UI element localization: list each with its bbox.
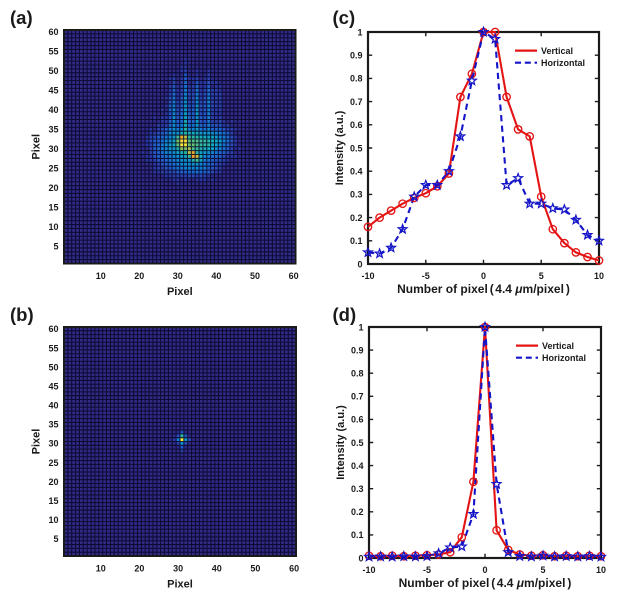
- svg-text:0.1: 0.1: [351, 530, 364, 540]
- svg-text:1: 1: [357, 27, 362, 37]
- svg-text:55: 55: [48, 343, 58, 353]
- svg-text:55: 55: [48, 47, 58, 57]
- svg-text:-5: -5: [423, 565, 431, 575]
- svg-text:35: 35: [48, 125, 58, 135]
- svg-text:0: 0: [357, 259, 362, 269]
- svg-text:Vertical: Vertical: [542, 341, 574, 351]
- svg-text:40: 40: [212, 564, 222, 574]
- svg-text:40: 40: [211, 271, 221, 281]
- svg-text:20: 20: [48, 477, 58, 487]
- svg-text:50: 50: [48, 362, 58, 372]
- svg-text:0.8: 0.8: [350, 74, 363, 84]
- svg-text:5: 5: [539, 271, 544, 281]
- svg-text:20: 20: [48, 183, 58, 193]
- svg-text:10: 10: [96, 271, 106, 281]
- svg-text:Pixel: Pixel: [31, 134, 43, 160]
- svg-text:Pixel: Pixel: [167, 579, 193, 591]
- svg-text:50: 50: [48, 66, 58, 76]
- svg-text:45: 45: [48, 382, 58, 392]
- svg-text:Intensity (a.u.): Intensity (a.u.): [334, 110, 346, 185]
- svg-text:0.2: 0.2: [351, 507, 364, 517]
- svg-text:60: 60: [289, 564, 299, 574]
- svg-text:30: 30: [173, 564, 183, 574]
- svg-text:0.9: 0.9: [350, 51, 363, 61]
- svg-text:10: 10: [594, 271, 604, 281]
- svg-text:Number of pixel(4.4 μm/pixel): Number of pixel(4.4 μm/pixel): [397, 282, 570, 296]
- svg-text:50: 50: [250, 271, 260, 281]
- svg-text:10: 10: [48, 515, 58, 525]
- svg-text:0.6: 0.6: [350, 120, 363, 130]
- svg-text:0.7: 0.7: [351, 392, 364, 402]
- svg-text:0.4: 0.4: [350, 167, 363, 177]
- svg-text:0.7: 0.7: [350, 97, 363, 107]
- svg-text:1: 1: [358, 322, 363, 332]
- svg-text:0.4: 0.4: [351, 461, 364, 471]
- svg-text:40: 40: [48, 105, 58, 115]
- svg-text:50: 50: [250, 564, 260, 574]
- svg-text:10: 10: [48, 222, 58, 232]
- svg-text:0.5: 0.5: [350, 143, 363, 153]
- svg-text:0.3: 0.3: [351, 484, 364, 494]
- svg-text:35: 35: [48, 420, 58, 430]
- svg-text:0.6: 0.6: [351, 415, 364, 425]
- svg-text:0: 0: [481, 271, 486, 281]
- svg-text:0.3: 0.3: [350, 190, 363, 200]
- svg-text:40: 40: [48, 401, 58, 411]
- svg-text:30: 30: [173, 271, 183, 281]
- svg-text:0: 0: [358, 553, 363, 563]
- svg-text:5: 5: [53, 534, 58, 544]
- svg-text:30: 30: [48, 439, 58, 449]
- svg-text:(c): (c): [333, 7, 356, 28]
- svg-text:25: 25: [48, 458, 58, 468]
- svg-text:15: 15: [48, 202, 58, 212]
- svg-text:25: 25: [48, 164, 58, 174]
- svg-text:10: 10: [96, 564, 106, 574]
- svg-text:60: 60: [48, 324, 58, 334]
- svg-text:Pixel: Pixel: [167, 286, 193, 298]
- svg-text:-10: -10: [362, 565, 375, 575]
- svg-text:Intensity (a.u.): Intensity (a.u.): [335, 405, 347, 480]
- svg-text:Horizontal: Horizontal: [541, 58, 585, 68]
- svg-text:10: 10: [596, 565, 606, 575]
- svg-text:45: 45: [48, 86, 58, 96]
- svg-text:5: 5: [53, 241, 58, 251]
- svg-text:0.5: 0.5: [351, 438, 364, 448]
- svg-text:-10: -10: [361, 271, 374, 281]
- svg-text:(d): (d): [333, 304, 357, 325]
- svg-text:60: 60: [48, 27, 58, 37]
- svg-text:0.8: 0.8: [351, 369, 364, 379]
- svg-text:60: 60: [289, 271, 299, 281]
- svg-text:(a): (a): [10, 7, 33, 28]
- svg-text:Vertical: Vertical: [541, 46, 573, 56]
- svg-text:-5: -5: [422, 271, 430, 281]
- svg-text:0: 0: [482, 565, 487, 575]
- svg-text:0.9: 0.9: [351, 345, 364, 355]
- svg-text:5: 5: [540, 565, 545, 575]
- svg-text:Number of pixel(4.4 μm/pixel): Number of pixel(4.4 μm/pixel): [399, 576, 572, 590]
- svg-text:0.2: 0.2: [350, 213, 363, 223]
- svg-text:20: 20: [134, 271, 144, 281]
- svg-text:Horizontal: Horizontal: [542, 353, 586, 363]
- svg-text:30: 30: [48, 144, 58, 154]
- svg-text:0.1: 0.1: [350, 236, 363, 246]
- svg-text:(b): (b): [10, 304, 34, 325]
- svg-text:20: 20: [134, 564, 144, 574]
- svg-text:Pixel: Pixel: [31, 429, 43, 455]
- svg-text:15: 15: [48, 496, 58, 506]
